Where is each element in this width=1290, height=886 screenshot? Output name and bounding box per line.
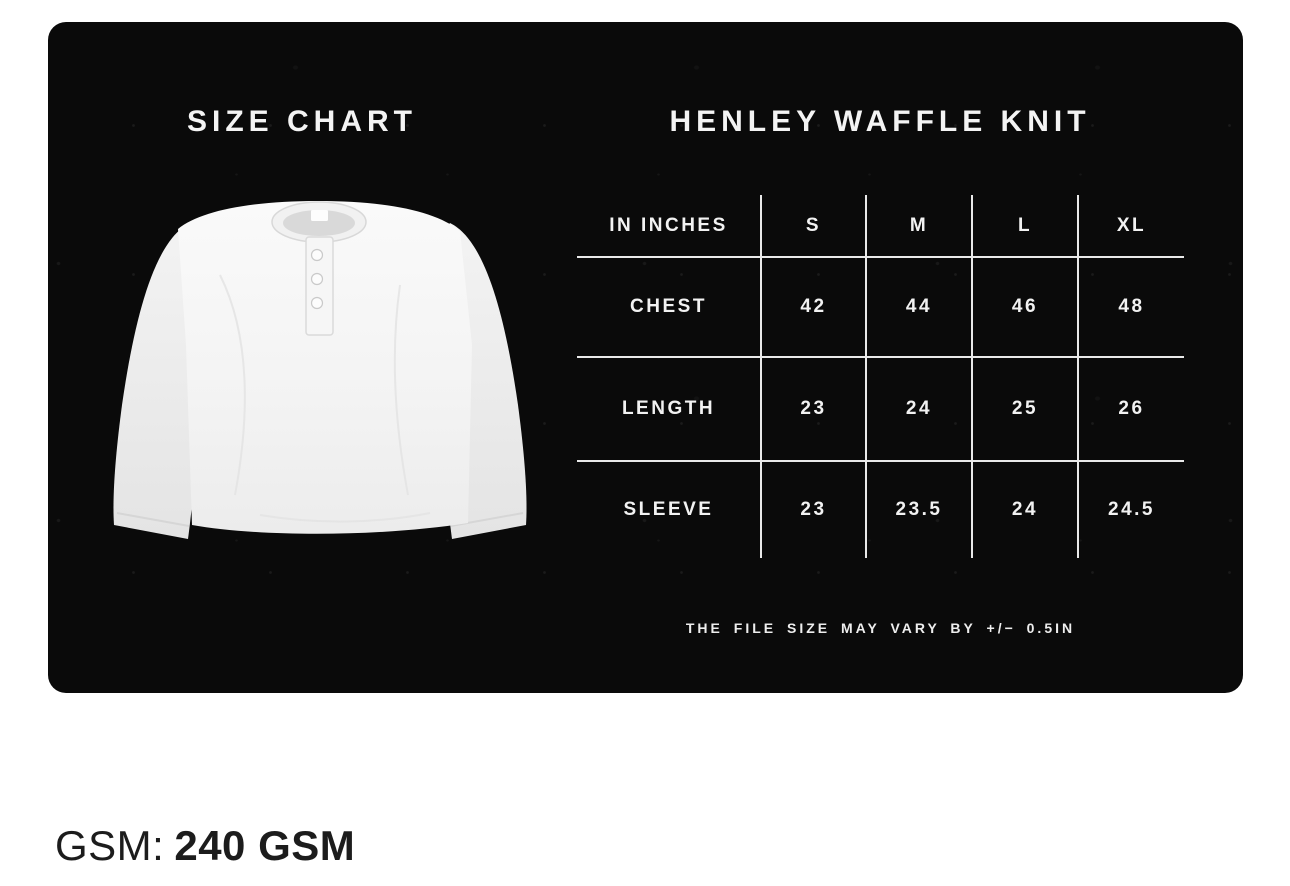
size-cell-length-xl: 26 (1079, 358, 1184, 462)
size-cell-sleeve-s: 23 (762, 462, 867, 558)
placket-button-3 (310, 296, 324, 310)
size-cell-length-l: 25 (973, 358, 1079, 462)
product-photo-henley-shirt (100, 195, 540, 545)
size-cell-chest-m: 44 (867, 258, 973, 358)
size-row-label-sleeve: SLEEVE (577, 462, 762, 558)
placket-button-1 (310, 248, 324, 262)
henley-shirt-graphic (113, 201, 527, 539)
size-col-header-m: M (867, 195, 973, 258)
gsm-label: GSM: (55, 822, 165, 869)
size-cell-sleeve-l: 24 (973, 462, 1079, 558)
size-row-label-length: LENGTH (577, 358, 762, 462)
product-name-title: HENLEY WAFFLE KNIT (669, 105, 1091, 138)
wrinkle-lines (219, 274, 431, 523)
gsm-text: GSM: 240 GSM (55, 822, 355, 870)
size-cell-length-s: 23 (762, 358, 867, 462)
size-chart-title: SIZE CHART (187, 105, 417, 138)
size-col-header-xl: XL (1079, 195, 1184, 258)
gsm-value: 240 GSM (174, 822, 356, 869)
size-cell-chest-s: 42 (762, 258, 867, 358)
placket-button-2 (310, 272, 324, 286)
size-cell-length-m: 24 (867, 358, 973, 462)
neck-tag (311, 210, 328, 221)
size-variance-note: THE FILE SIZE MAY VARY BY +/− 0.5IN (685, 620, 1076, 636)
size-chart-card: SIZE CHART HENLEY WAFFLE KNIT (48, 22, 1243, 693)
shirt-left-sleeve (113, 223, 204, 539)
size-cell-sleeve-xl: 24.5 (1108, 499, 1155, 520)
shirt-body (178, 201, 472, 534)
size-table-unit-header: IN INCHES (577, 195, 762, 258)
size-cell-chest-l: 46 (973, 258, 1079, 358)
size-cell-chest-xl: 48 (1079, 258, 1184, 358)
button-placket (305, 236, 334, 336)
size-col-header-s: S (762, 195, 867, 258)
size-cell-sleeve-m: 23.5 (867, 462, 973, 558)
size-table: IN INCHES S M L XL CHEST 42 44 46 48 LEN… (577, 195, 1184, 558)
size-row-label-chest: CHEST (577, 258, 762, 358)
left-cuff-seam (116, 512, 190, 527)
neck-opening (283, 210, 355, 236)
size-col-header-l: L (973, 195, 1079, 258)
right-cuff-seam (450, 512, 524, 527)
